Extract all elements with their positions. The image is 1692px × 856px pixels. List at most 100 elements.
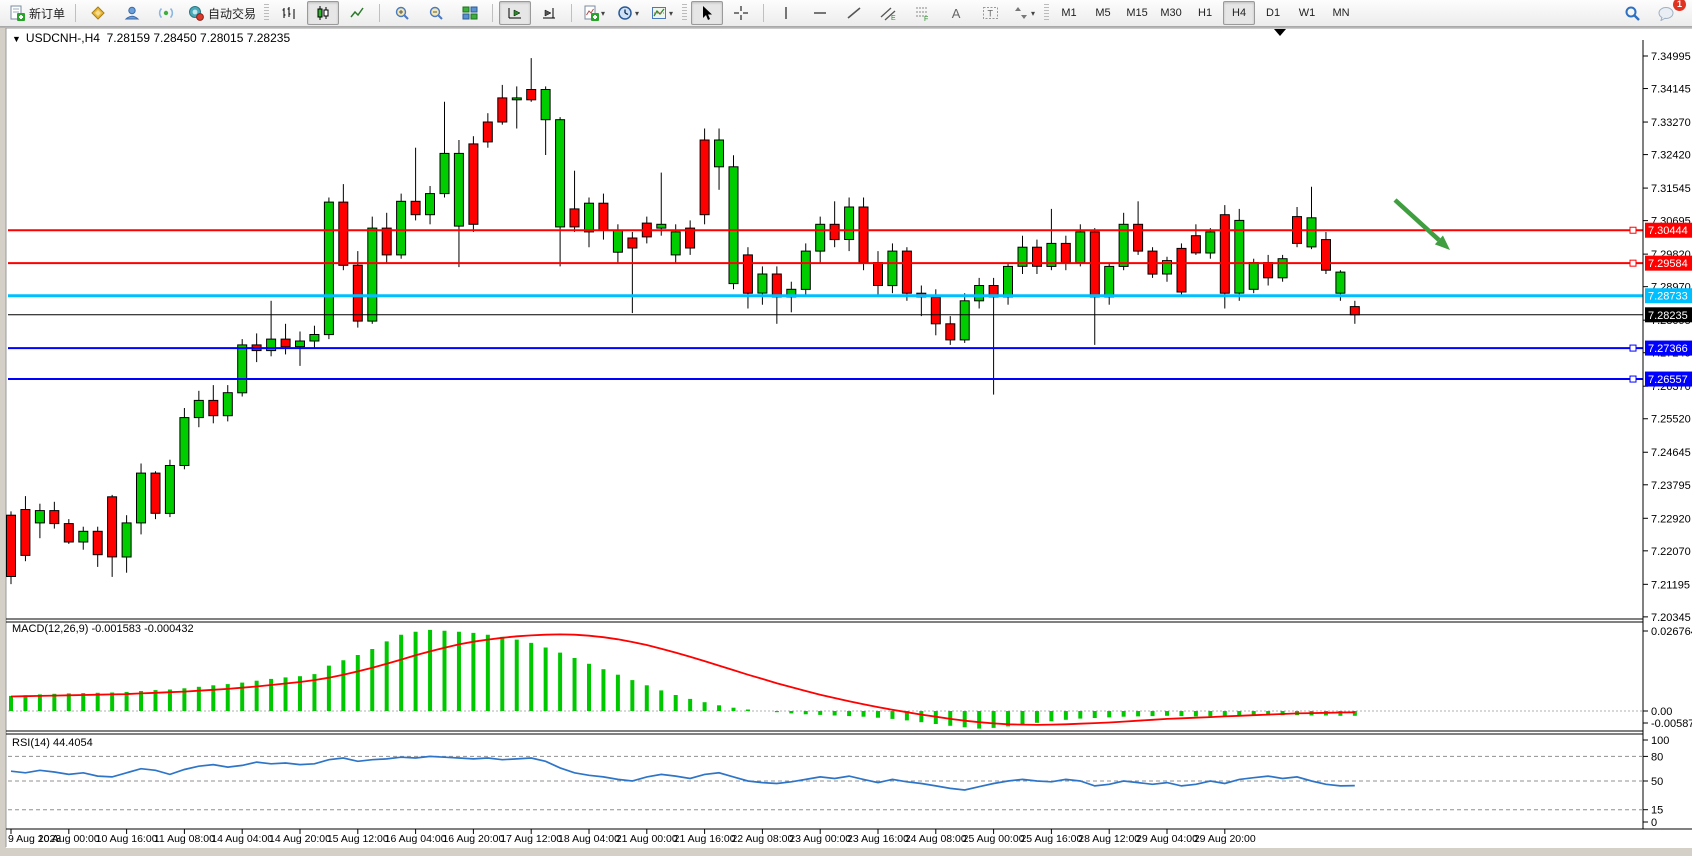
timeframe-w1-button[interactable]: W1 (1298, 7, 1316, 19)
timeframe-m1-button[interactable]: M1 (1061, 7, 1077, 19)
candle-down (1190, 235, 1201, 254)
annotation-arrow[interactable] (1393, 198, 1441, 242)
candle-up (1306, 217, 1317, 248)
candle-up (367, 227, 378, 322)
hline-handle[interactable] (1629, 226, 1637, 234)
timeframe-d1-button[interactable]: D1 (1266, 7, 1281, 19)
svg-text:T: T (987, 9, 993, 19)
date-tick-label: 15 Aug 12:00 (327, 833, 389, 845)
candle-up (396, 200, 407, 256)
crosshair-button[interactable] (725, 1, 757, 25)
notifications-button[interactable]: 1 (1650, 0, 1686, 25)
symbol-dropdown-icon[interactable]: ▼ (12, 34, 21, 44)
profile-button[interactable] (116, 1, 148, 25)
macd-tick-label: 0.00 (1651, 706, 1672, 718)
candle-up (453, 152, 464, 227)
candle-down (6, 514, 16, 578)
zoom-out-button[interactable] (420, 1, 452, 25)
candle-down (1060, 242, 1071, 263)
bar-chart-button[interactable] (273, 1, 305, 25)
candle-up (222, 392, 233, 417)
hline-handle[interactable] (1629, 259, 1637, 267)
candle-up (1118, 223, 1129, 267)
zoom-in-icon (395, 6, 409, 20)
new-order-label: 新订单 (29, 6, 66, 21)
timeframe-mn-button[interactable]: MN (1332, 7, 1350, 19)
arrows-tool-icon (1015, 7, 1028, 19)
zoom-in-button[interactable] (386, 1, 418, 25)
styler-button[interactable] (82, 1, 114, 25)
timeframe-h1-button[interactable]: H1 (1198, 7, 1213, 19)
chart-shift-button[interactable] (533, 1, 565, 25)
crosshair-icon (734, 6, 749, 20)
candlestick-chart-button[interactable] (307, 1, 340, 25)
candle-up (511, 97, 522, 101)
price-tick-label: 7.34995 (1651, 51, 1691, 63)
paint-icon (91, 6, 105, 20)
candle-up (757, 273, 768, 294)
candle-down (569, 208, 580, 228)
trendline-button[interactable] (838, 1, 870, 25)
candle-up (78, 530, 89, 543)
chart-shift-marker[interactable] (1274, 29, 1286, 36)
vertical-line-button[interactable] (770, 1, 802, 25)
ohlc-values: 7.28159 7.28450 7.28015 7.28235 (106, 31, 291, 45)
chart-shift-icon (543, 8, 556, 19)
separator (75, 4, 77, 22)
price-tag-label: 7.30444 (1648, 225, 1688, 237)
signals-button[interactable] (150, 1, 182, 25)
hline-handle[interactable] (1629, 344, 1637, 352)
candle-down (1263, 262, 1274, 279)
tile-windows-button[interactable] (454, 1, 486, 25)
hline-handle[interactable] (1629, 375, 1637, 383)
candle-down (1176, 247, 1187, 293)
notification-badge: 1 (1673, 0, 1686, 11)
candle-down (482, 121, 493, 143)
auto-trading-button[interactable]: 自动交易 (184, 1, 260, 25)
equidistant-channel-button[interactable]: E (872, 1, 904, 25)
fibonacci-button[interactable]: F (906, 1, 938, 25)
toolbar: 新订单 自动交易 (0, 0, 1692, 27)
chart-background (6, 28, 1692, 847)
line-chart-button[interactable] (341, 1, 373, 25)
date-tick-label: 29 Aug 20:00 (1194, 833, 1256, 845)
date-tick-label: 25 Aug 00:00 (963, 833, 1025, 845)
price-tag-label: 7.27366 (1648, 343, 1688, 355)
rsi-tick-label: 80 (1651, 751, 1663, 763)
candle-up (1003, 265, 1013, 298)
label-tool-button[interactable]: T (974, 1, 1006, 25)
date-tick-label: 10 Aug 00:00 (38, 833, 100, 845)
candle-up (237, 344, 248, 394)
date-tick-label: 22 Aug 08:00 (731, 833, 793, 845)
date-tick-label: 23 Aug 16:00 (847, 833, 909, 845)
price-tick-label: 7.24645 (1651, 447, 1691, 459)
candle-up (670, 231, 681, 256)
text-tool-button[interactable]: A (940, 1, 972, 25)
auto-trading-icon (189, 6, 204, 21)
arrows-tool-button[interactable]: ▾ (1008, 1, 1040, 25)
date-tick-label: 14 Aug 20:00 (269, 833, 331, 845)
new-order-button[interactable]: 新订单 (5, 1, 69, 25)
candle-down (352, 264, 363, 322)
search-button[interactable] (1616, 1, 1648, 25)
timeframe-m30-button[interactable]: M30 (1160, 7, 1182, 19)
candle-up (193, 399, 204, 419)
timeframe-m5-button[interactable]: M5 (1095, 7, 1111, 19)
person-icon (124, 6, 140, 20)
templates-button[interactable]: ▾ (646, 1, 678, 25)
annotation-arrow-head[interactable] (1434, 235, 1450, 250)
candle-up (425, 193, 435, 216)
periods-button[interactable]: ▾ (612, 1, 644, 25)
new-order-icon (10, 5, 25, 21)
price-tag-7.28235 (1645, 307, 1692, 323)
timeframe-h4-button[interactable]: H4 (1223, 1, 1256, 25)
timeframe-m15-button[interactable]: M15 (1126, 7, 1148, 19)
svg-text:E: E (891, 15, 896, 21)
ohlc-bars-icon (282, 7, 295, 19)
auto-scroll-button[interactable] (499, 1, 532, 25)
indicators-button[interactable]: ▾ (578, 1, 610, 25)
horizontal-line-button[interactable] (804, 1, 836, 25)
cursor-button[interactable] (691, 1, 724, 25)
candle-up (309, 334, 320, 342)
